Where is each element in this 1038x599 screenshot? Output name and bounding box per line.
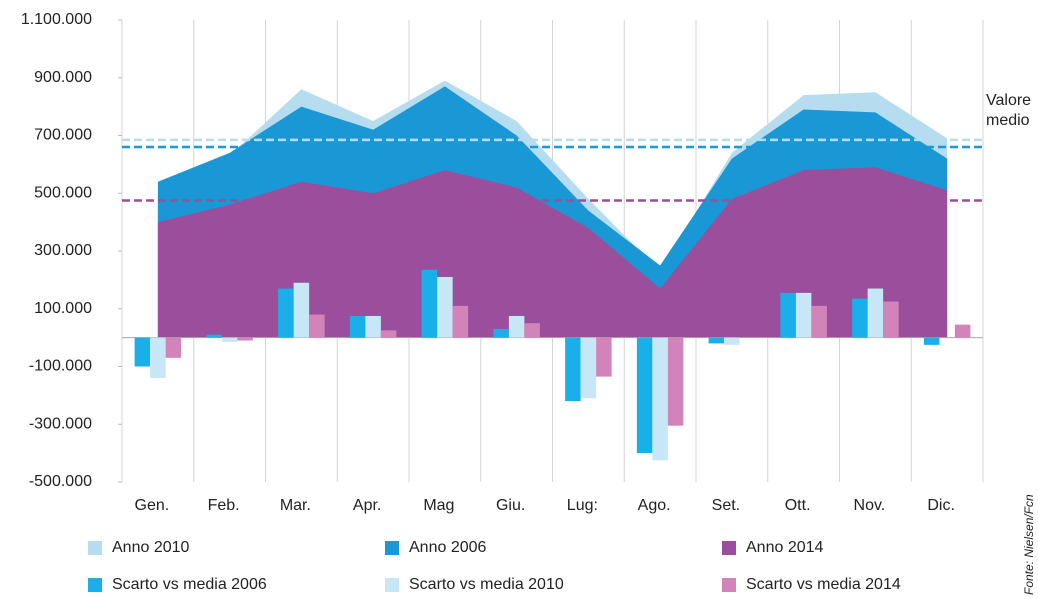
legend-swatch xyxy=(88,541,102,555)
bar xyxy=(724,337,740,345)
bar xyxy=(380,330,397,338)
x-tick-label: Mar. xyxy=(280,497,311,514)
bar xyxy=(811,305,827,338)
x-tick-label: Nov. xyxy=(854,497,886,514)
bar xyxy=(596,337,612,377)
bar xyxy=(165,337,182,358)
annotation: Valore xyxy=(986,92,1031,109)
y-tick-label: 300.000 xyxy=(34,242,92,259)
legend-label: Scarto vs media 2014 xyxy=(746,576,901,593)
y-tick-label: 1.100.000 xyxy=(21,11,92,28)
bar xyxy=(667,337,684,426)
legend-swatch xyxy=(385,578,399,592)
x-tick-label: Ago. xyxy=(638,497,671,514)
bar xyxy=(150,337,166,379)
bar xyxy=(636,337,653,454)
bar xyxy=(867,288,884,338)
bar xyxy=(923,337,940,345)
bar xyxy=(293,282,310,338)
y-tick-label: 700.000 xyxy=(34,127,92,144)
bar xyxy=(508,315,525,338)
bar xyxy=(580,337,597,399)
bar xyxy=(852,298,868,338)
bar xyxy=(206,334,222,338)
legend-label: Anno 2014 xyxy=(746,539,824,556)
y-tick-label: -500.000 xyxy=(29,473,92,490)
y-tick-label: 100.000 xyxy=(34,300,92,317)
source: Fonte: Nielsen/Fcn xyxy=(1022,494,1036,595)
x-tick-label: Gen. xyxy=(135,497,170,514)
bar xyxy=(795,292,812,338)
bar xyxy=(452,305,469,338)
bar xyxy=(524,323,540,338)
legend-swatch xyxy=(385,541,399,555)
bar xyxy=(237,337,253,341)
y-tick-label: 900.000 xyxy=(34,69,92,86)
bar xyxy=(493,328,509,338)
legend-label: Anno 2010 xyxy=(112,539,190,556)
x-tick-label: Dic. xyxy=(927,497,955,514)
bar xyxy=(652,337,668,461)
x-tick-label: Feb. xyxy=(208,497,240,514)
annotation: medio xyxy=(986,112,1030,129)
bar xyxy=(565,337,581,402)
bar xyxy=(421,269,438,338)
y-tick-label: 500.000 xyxy=(34,184,92,201)
bar xyxy=(134,337,151,367)
bar xyxy=(954,324,971,338)
legend-swatch xyxy=(722,541,736,555)
bar xyxy=(883,301,899,338)
x-tick-label: Apr. xyxy=(353,497,381,514)
legend-swatch xyxy=(722,578,736,592)
y-tick-label: -100.000 xyxy=(29,358,92,375)
legend-label: Scarto vs media 2006 xyxy=(112,576,267,593)
x-tick-label: Giu. xyxy=(496,497,525,514)
bar xyxy=(309,314,325,338)
bar xyxy=(708,337,725,344)
y-tick-label: -300.000 xyxy=(29,415,92,432)
bar xyxy=(780,292,796,338)
legend-label: Scarto vs media 2010 xyxy=(409,576,564,593)
bar xyxy=(221,337,238,342)
legend-swatch xyxy=(88,578,102,592)
bar xyxy=(278,288,294,338)
x-tick-label: Lug: xyxy=(567,497,598,514)
bar xyxy=(349,315,366,338)
area xyxy=(157,167,948,338)
x-tick-label: Set. xyxy=(712,497,740,514)
bar xyxy=(437,276,453,338)
legend-label: Anno 2006 xyxy=(409,539,487,556)
x-tick-label: Ott. xyxy=(785,497,811,514)
x-tick-label: Mag xyxy=(423,497,454,514)
bar xyxy=(365,315,381,338)
